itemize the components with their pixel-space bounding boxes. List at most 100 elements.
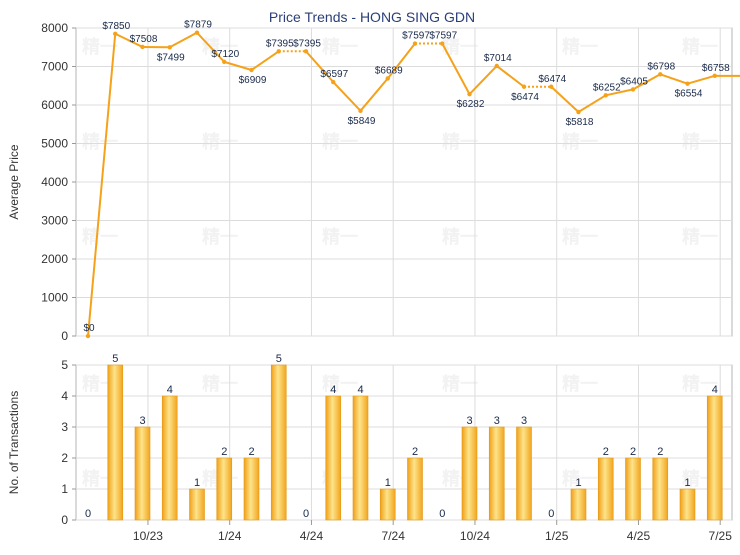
price-point xyxy=(277,49,281,53)
x-tick-label: 10/24 xyxy=(460,529,490,543)
price-data-label: $7395 xyxy=(293,38,321,49)
bar-data-label: 3 xyxy=(139,415,145,427)
price-data-label: $6798 xyxy=(647,61,675,72)
price-point xyxy=(713,74,717,78)
price-point xyxy=(358,109,362,113)
y-tick-label: 0 xyxy=(61,513,68,527)
x-tick-label: 1/24 xyxy=(218,529,242,543)
watermark: 精一 xyxy=(442,373,478,394)
price-data-label: $6252 xyxy=(593,82,621,93)
watermark: 精一 xyxy=(682,226,718,247)
price-point xyxy=(631,87,635,91)
watermark: 精一 xyxy=(562,36,598,57)
bar-data-label: 2 xyxy=(603,446,609,458)
watermark: 精一 xyxy=(562,373,598,394)
price-data-label: $5818 xyxy=(566,117,594,128)
watermark: 精一 xyxy=(322,226,358,247)
y-tick-label: 2 xyxy=(61,451,68,465)
x-tick-label: 7/24 xyxy=(382,529,406,543)
bar-data-label: 4 xyxy=(712,384,718,396)
price-data-label: $6597 xyxy=(320,69,348,80)
price-data-label: $7597 xyxy=(429,31,457,42)
bar-data-label: 3 xyxy=(521,415,527,427)
price-point xyxy=(249,68,253,72)
x-tick-label: 1/25 xyxy=(545,529,569,543)
y-axis-label: No. of Transactions xyxy=(7,391,21,494)
price-data-label: $7850 xyxy=(102,21,130,32)
transaction-bar xyxy=(462,427,477,520)
watermark: 精一 xyxy=(562,226,598,247)
price-point xyxy=(86,334,90,338)
x-tick-label: 7/25 xyxy=(709,529,733,543)
price-point xyxy=(604,93,608,97)
price-data-label: $7014 xyxy=(484,53,512,64)
transaction-bar xyxy=(680,489,695,520)
bar-data-label: 3 xyxy=(466,415,472,427)
watermark: 精一 xyxy=(442,226,478,247)
y-tick-label: 5000 xyxy=(41,137,68,151)
bar-data-label: 0 xyxy=(548,508,554,520)
transaction-bar xyxy=(517,427,532,520)
bar-data-label: 3 xyxy=(494,415,500,427)
transaction-bar xyxy=(217,458,232,520)
bar-data-label: 2 xyxy=(657,446,663,458)
y-tick-label: 4000 xyxy=(41,175,68,189)
price-data-label: $6405 xyxy=(620,76,648,87)
x-tick-label: 10/23 xyxy=(133,529,163,543)
transaction-bar xyxy=(653,458,668,520)
watermark: 精一 xyxy=(202,226,238,247)
price-point xyxy=(440,41,444,45)
transaction-bar xyxy=(598,458,613,520)
price-data-label: $6909 xyxy=(239,75,267,86)
price-data-label: $7508 xyxy=(130,34,158,45)
price-point xyxy=(495,64,499,68)
y-tick-label: 1000 xyxy=(41,291,68,305)
transaction-bar xyxy=(707,396,722,520)
price-point xyxy=(195,30,199,34)
watermark: 精一 xyxy=(202,373,238,394)
price-panel: 精一精一精一精一精一精一精一精一精一精一精一精一精一精一精一精一精一精一0100… xyxy=(7,20,740,343)
price-point xyxy=(576,110,580,114)
y-tick-label: 8000 xyxy=(41,21,68,35)
bar-data-label: 4 xyxy=(357,384,363,396)
bar-data-label: 1 xyxy=(385,477,391,489)
bar-data-label: 0 xyxy=(439,508,445,520)
bar-data-label: 2 xyxy=(248,446,254,458)
transaction-bar xyxy=(489,427,504,520)
price-data-label: $5849 xyxy=(348,116,376,127)
bar-data-label: 5 xyxy=(112,353,118,365)
transaction-bar xyxy=(326,396,341,520)
bar-data-label: 0 xyxy=(85,508,91,520)
price-data-label: $0 xyxy=(83,323,95,334)
price-data-label: $6689 xyxy=(375,65,403,76)
price-data-label: $6474 xyxy=(538,74,566,85)
price-point xyxy=(413,41,417,45)
price-data-label: $6282 xyxy=(457,99,485,110)
price-point xyxy=(304,49,308,53)
y-tick-label: 1 xyxy=(61,482,68,496)
price-data-label: $6474 xyxy=(511,92,539,103)
price-point xyxy=(140,45,144,49)
transaction-bar xyxy=(380,489,395,520)
bar-data-label: 1 xyxy=(194,477,200,489)
price-data-label: $7499 xyxy=(157,52,185,63)
bar-data-label: 1 xyxy=(575,477,581,489)
price-point xyxy=(522,85,526,89)
transaction-bar xyxy=(271,365,286,520)
bar-data-label: 0 xyxy=(303,508,309,520)
price-data-label: $7120 xyxy=(211,49,239,60)
y-tick-label: 7000 xyxy=(41,60,68,74)
transaction-bar xyxy=(571,489,586,520)
price-data-label: $6554 xyxy=(675,89,703,100)
bar-data-label: 1 xyxy=(684,477,690,489)
y-tick-label: 2000 xyxy=(41,252,68,266)
y-tick-label: 4 xyxy=(61,389,68,403)
watermark: 精一 xyxy=(82,131,118,152)
transaction-bar xyxy=(162,396,177,520)
watermark: 精一 xyxy=(322,373,358,394)
price-data-label: $7879 xyxy=(184,20,212,31)
bar-data-label: 2 xyxy=(630,446,636,458)
bar-data-label: 4 xyxy=(167,384,173,396)
